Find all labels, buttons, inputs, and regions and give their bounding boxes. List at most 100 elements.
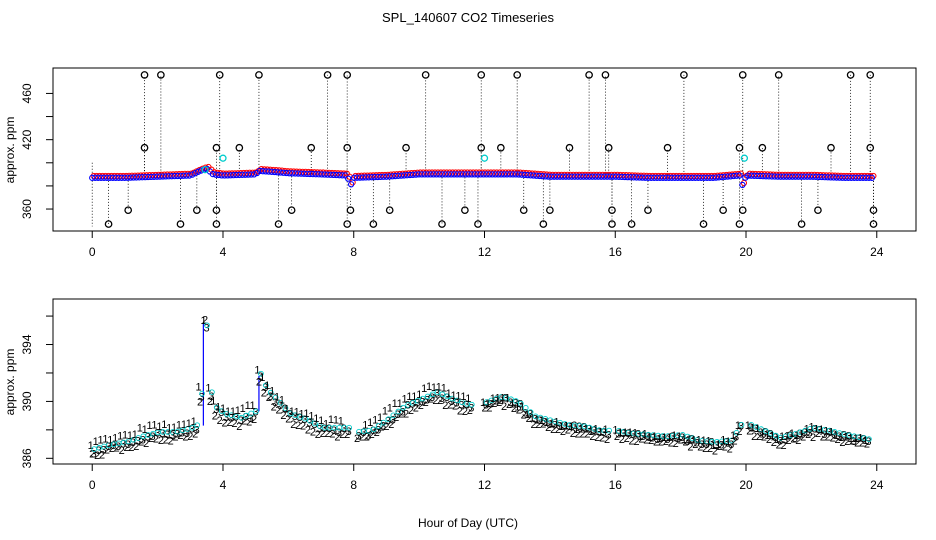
series-2-point-46: 2	[315, 429, 321, 441]
series-2-point-153: 2	[839, 437, 845, 449]
cyan-marker-52	[346, 424, 353, 431]
series-3-point-3: 3	[105, 441, 111, 453]
series-2-point-75: 2	[457, 406, 463, 418]
cyan-marker-81	[488, 397, 495, 404]
series-1-point-47: 1	[318, 415, 324, 427]
series-2-point-104: 2	[599, 433, 605, 445]
series-1-point-6: 1	[117, 430, 123, 442]
cyan-marker-144	[797, 429, 804, 436]
top-x-tick-label-2: 8	[350, 245, 357, 259]
cyan-marker-75	[459, 399, 465, 405]
spike-point-low2-6	[438, 220, 446, 228]
cyan-marker-145	[802, 427, 809, 434]
series-3-point-157: 3	[861, 434, 867, 446]
cyan-marker-23	[204, 322, 210, 329]
series-3-point-56: 3	[365, 430, 371, 442]
series-2-point-33: 2	[251, 414, 257, 426]
series-2-point-123: 2	[692, 439, 698, 451]
series-2-point-91: 2	[535, 419, 541, 431]
series-2-point-100: 2	[580, 429, 586, 441]
cyan-marker-37	[272, 394, 279, 401]
point-blue-35	[192, 170, 199, 177]
series-2-point-40: 2	[285, 414, 291, 426]
series-3-point-57: 3	[370, 425, 376, 437]
series-2-point-0: 2	[89, 448, 95, 460]
spike-point-mid-5	[402, 143, 410, 152]
series-3-point-124: 3	[699, 439, 705, 451]
series-3-point-95: 3	[556, 421, 562, 433]
cyan-marker-105	[606, 427, 612, 434]
series-2-point-125: 2	[702, 443, 708, 455]
series-3-point-61: 3	[390, 415, 396, 427]
series-3-point-151: 3	[831, 429, 837, 441]
top-data-marks	[89, 71, 878, 228]
spike-point-low-11	[719, 206, 727, 215]
series-2-point-143: 2	[790, 434, 796, 446]
series-3-point-64: 3	[404, 400, 410, 412]
series-2-point-112: 2	[638, 433, 644, 445]
series-3-point-17: 3	[174, 428, 180, 440]
spike-point-low-8	[546, 206, 554, 215]
spike-point-high-8	[513, 71, 522, 79]
series-1-point-50: 1	[333, 414, 339, 426]
series-3-point-81: 3	[488, 398, 494, 410]
cyan-marker-56	[365, 428, 372, 434]
series-1-point-64: 1	[401, 393, 407, 405]
cyan-marker-122	[689, 435, 696, 442]
cyan-marker-61	[390, 412, 397, 419]
series-2-point-130: 2	[727, 443, 733, 455]
series-3-point-59: 3	[380, 421, 386, 433]
series-2-point-60: 2	[383, 421, 389, 433]
series-3-point-8: 3	[130, 437, 136, 449]
series-3-point-115: 3	[655, 434, 661, 446]
series-2-point-31: 2	[241, 416, 247, 428]
cyan-marker-8	[130, 436, 137, 443]
bottom-x-tick-label-5: 20	[739, 478, 753, 492]
series-3-point-134: 3	[748, 422, 754, 434]
cyan-marker-45	[312, 420, 318, 427]
series-2-point-138: 2	[766, 434, 772, 446]
series-2-point-126: 2	[707, 443, 713, 455]
series-2-point-119: 2	[673, 438, 679, 450]
spike-point-low2-5	[369, 220, 378, 228]
cyan-point-0	[201, 166, 209, 174]
bottom-panel-filtered-points: approx. ppm 1231231231231231231231231231…	[3, 298, 917, 492]
series-2-point-71: 2	[437, 395, 443, 407]
series-2-point-82: 2	[491, 398, 497, 410]
cyan-marker-33	[253, 408, 259, 415]
spike-point-low2-4	[343, 220, 352, 228]
spike-point-high-13	[774, 71, 783, 79]
series-1-point-125: 1	[701, 435, 707, 447]
series-2-point-88: 2	[521, 409, 527, 421]
series-1-point-77: 1	[465, 393, 471, 405]
point-blue-221	[739, 181, 746, 189]
series-2-point-114: 2	[648, 435, 654, 447]
bottom-x-tick-label-4: 16	[609, 478, 623, 492]
series-2-point-116: 2	[658, 437, 664, 449]
series-2-point-109: 2	[624, 433, 630, 445]
series-2-point-17: 2	[173, 431, 179, 443]
series-2-point-47: 2	[320, 428, 326, 440]
series-3-point-75: 3	[458, 399, 464, 411]
series-1-point-124: 1	[696, 435, 702, 447]
series-1-point-19: 1	[181, 419, 187, 431]
cyan-marker-68	[424, 393, 431, 400]
series-1-point-20: 1	[186, 418, 192, 430]
series-2-point-127: 2	[712, 446, 718, 458]
series-2-point-13: 2	[153, 433, 159, 445]
series-2-point-21: 2	[192, 429, 198, 441]
series-2-point-39: 2	[280, 410, 286, 422]
series-3-point-43: 3	[302, 414, 308, 426]
series-2-point-3: 2	[104, 444, 110, 456]
series-1-point-134: 1	[745, 420, 751, 432]
series-2-point-120: 2	[678, 435, 684, 447]
series-3-point-58: 3	[375, 425, 381, 437]
series-2-point-87: 2	[516, 404, 522, 416]
cyan-marker-137	[763, 428, 769, 435]
spike-point-low2-1	[176, 220, 185, 228]
series-3-point-24: 3	[208, 391, 214, 403]
series-1-point-86: 1	[509, 398, 515, 410]
series-1-point-85: 1	[504, 393, 510, 405]
spike-point-low2-13	[797, 220, 806, 228]
